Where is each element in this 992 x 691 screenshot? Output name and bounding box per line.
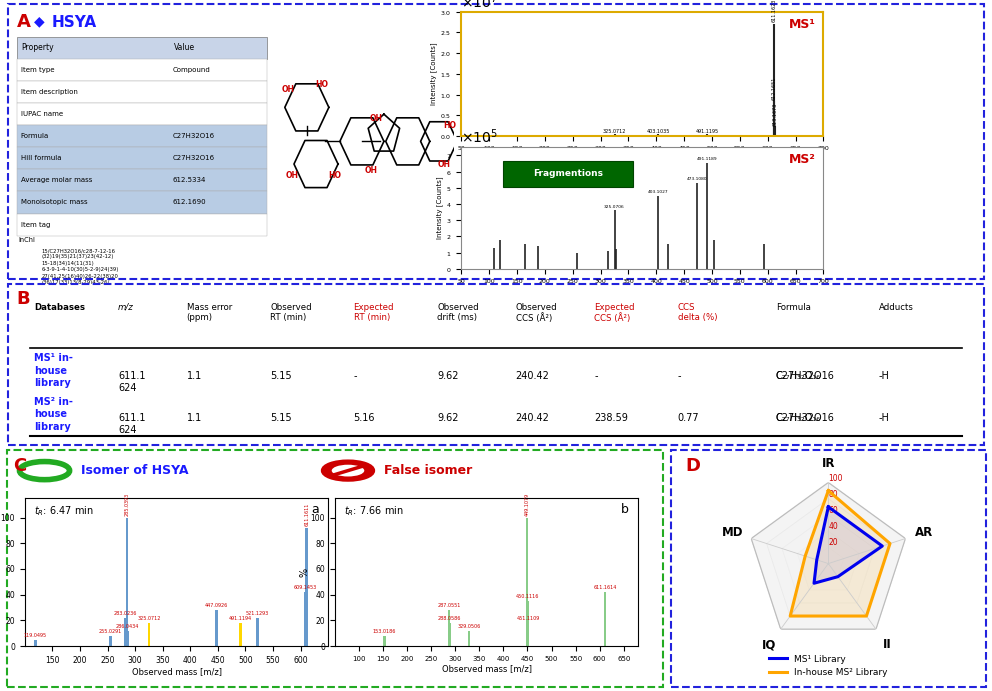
Bar bbox=[124, 618, 127, 646]
Text: 521.1293: 521.1293 bbox=[246, 611, 269, 616]
Bar bbox=[383, 636, 386, 646]
Text: 491.1189: 491.1189 bbox=[696, 158, 717, 161]
Bar bbox=[17, 191, 267, 214]
Text: 329.0506: 329.0506 bbox=[457, 624, 481, 629]
Text: $t_R$: 7.66 min: $t_R$: 7.66 min bbox=[344, 504, 404, 518]
Text: Expected
CCS (Å²): Expected CCS (Å²) bbox=[594, 303, 635, 323]
Text: 9.62: 9.62 bbox=[437, 413, 458, 423]
Bar bbox=[448, 623, 450, 646]
Text: C27H32O16: C27H32O16 bbox=[776, 371, 834, 381]
Text: Observed
RT (min): Observed RT (min) bbox=[270, 303, 311, 322]
Bar bbox=[17, 59, 267, 81]
Text: 119.0495: 119.0495 bbox=[24, 633, 47, 638]
Text: C₂₇H₃₂O₁₆: C₂₇H₃₂O₁₆ bbox=[776, 413, 821, 423]
FancyBboxPatch shape bbox=[8, 284, 984, 445]
Bar bbox=[305, 592, 308, 646]
Polygon shape bbox=[751, 482, 906, 629]
Text: Mass error
(ppm): Mass error (ppm) bbox=[186, 303, 232, 322]
Text: HO: HO bbox=[315, 80, 328, 89]
Text: $t_R$: 6.47 min: $t_R$: 6.47 min bbox=[34, 504, 93, 518]
Text: D: D bbox=[685, 457, 700, 475]
Bar bbox=[17, 103, 267, 125]
Bar bbox=[468, 631, 470, 646]
Text: 611.1611: 611.1611 bbox=[305, 502, 310, 526]
Text: b: b bbox=[621, 503, 629, 515]
Text: 449.1079: 449.1079 bbox=[525, 493, 530, 515]
Text: Compound: Compound bbox=[173, 67, 210, 73]
Bar bbox=[148, 623, 151, 646]
X-axis label: Observed mass [m/z]: Observed mass [m/z] bbox=[605, 286, 680, 293]
Text: 611.1623: 611.1623 bbox=[772, 0, 777, 22]
Text: Item description: Item description bbox=[21, 89, 77, 95]
Y-axis label: Intensity [Counts]: Intensity [Counts] bbox=[431, 43, 437, 105]
Text: OH: OH bbox=[282, 85, 295, 94]
Text: Property: Property bbox=[22, 43, 55, 53]
Text: 5.15: 5.15 bbox=[270, 371, 292, 381]
Text: HSYA: HSYA bbox=[53, 15, 97, 30]
Text: B: B bbox=[17, 290, 31, 307]
FancyBboxPatch shape bbox=[671, 450, 986, 687]
Text: Expected
RT (min): Expected RT (min) bbox=[353, 303, 394, 322]
Text: ◆: ◆ bbox=[35, 15, 45, 28]
Text: Item type: Item type bbox=[21, 67, 55, 73]
Text: 403.1035: 403.1035 bbox=[646, 129, 670, 135]
Circle shape bbox=[323, 462, 373, 480]
Y-axis label: %: % bbox=[300, 567, 310, 577]
Text: 1.1: 1.1 bbox=[186, 413, 202, 423]
X-axis label: Observed mass [m/z]: Observed mass [m/z] bbox=[132, 668, 221, 676]
Text: OH: OH bbox=[286, 171, 299, 180]
Text: C₂₇H₃₂O₁₆: C₂₇H₃₂O₁₆ bbox=[776, 371, 821, 381]
Text: 283.0236: 283.0236 bbox=[114, 611, 138, 616]
Text: Average molar mass: Average molar mass bbox=[21, 178, 92, 183]
Text: 238.59: 238.59 bbox=[594, 413, 628, 423]
Text: -: - bbox=[594, 371, 598, 381]
Text: -: - bbox=[678, 371, 682, 381]
Polygon shape bbox=[791, 491, 890, 616]
Text: CCS
delta (%): CCS delta (%) bbox=[678, 303, 717, 322]
Text: 611.1614: 611.1614 bbox=[593, 585, 617, 590]
Text: Monoisotopic mass: Monoisotopic mass bbox=[21, 200, 87, 205]
Text: Formula: Formula bbox=[21, 133, 49, 139]
Text: Adducts: Adducts bbox=[879, 303, 914, 312]
Text: 325.0712: 325.0712 bbox=[603, 129, 626, 134]
Text: 612.5334: 612.5334 bbox=[173, 178, 206, 183]
Polygon shape bbox=[812, 547, 844, 577]
Text: HO: HO bbox=[327, 171, 341, 180]
Text: IUPAC name: IUPAC name bbox=[21, 111, 62, 117]
Text: C: C bbox=[13, 457, 26, 475]
Bar bbox=[239, 623, 242, 646]
Bar bbox=[256, 618, 259, 646]
Bar bbox=[126, 518, 128, 646]
Text: Observed
drift (ms): Observed drift (ms) bbox=[437, 303, 479, 322]
Bar bbox=[447, 610, 450, 646]
Text: 473.1080: 473.1080 bbox=[686, 177, 707, 181]
Text: 403.1027: 403.1027 bbox=[648, 190, 669, 194]
Text: 450.1116: 450.1116 bbox=[516, 594, 540, 599]
Text: C27H32O16: C27H32O16 bbox=[776, 413, 834, 423]
Text: -H: -H bbox=[879, 413, 890, 423]
Text: OH: OH bbox=[437, 160, 451, 169]
Text: Hill formula: Hill formula bbox=[21, 155, 62, 161]
Text: False isomer: False isomer bbox=[384, 464, 472, 477]
Bar bbox=[109, 636, 112, 646]
Text: A: A bbox=[17, 13, 31, 31]
Text: 240.42: 240.42 bbox=[516, 413, 550, 423]
Text: a: a bbox=[311, 503, 319, 515]
Text: Databases: Databases bbox=[35, 303, 85, 312]
Bar bbox=[17, 169, 267, 191]
Text: 255.0291: 255.0291 bbox=[99, 629, 122, 634]
Text: 9.62: 9.62 bbox=[437, 371, 458, 381]
Text: 611.1
624: 611.1 624 bbox=[118, 371, 146, 392]
Text: C27H32O16: C27H32O16 bbox=[173, 155, 215, 161]
Text: 15/C27H32O16/c28-7-12-16
(32)19(35)21(37)23(42-12)
15-18(34)14(11(31)
6-3-9-1-4-: 15/C27H32O16/c28-7-12-16 (32)19(35)21(37… bbox=[42, 248, 121, 317]
Bar bbox=[17, 147, 267, 169]
Text: C27H32O16: C27H32O16 bbox=[173, 133, 215, 139]
Bar bbox=[17, 214, 267, 236]
Text: 612.1690: 612.1690 bbox=[173, 200, 206, 205]
FancyBboxPatch shape bbox=[503, 160, 633, 187]
Text: MS² in-
house
library: MS² in- house library bbox=[35, 397, 73, 432]
Text: Value: Value bbox=[174, 43, 195, 53]
FancyBboxPatch shape bbox=[8, 4, 984, 279]
Text: HO: HO bbox=[443, 121, 456, 130]
Text: 153.0186: 153.0186 bbox=[373, 629, 396, 634]
